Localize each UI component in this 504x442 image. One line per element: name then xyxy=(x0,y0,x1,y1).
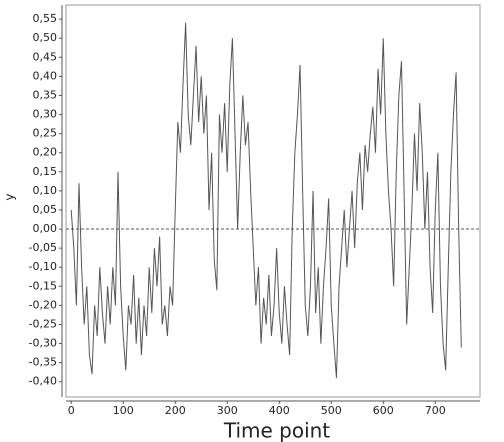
y-tick-label: 0,30 xyxy=(33,108,58,121)
x-tick-label: 400 xyxy=(269,404,290,417)
x-tick-label: 100 xyxy=(113,404,134,417)
x-axis-label: Time point xyxy=(223,419,330,442)
x-tick-label: 700 xyxy=(425,404,446,417)
data-line xyxy=(70,22,462,378)
y-tick-label: 0,45 xyxy=(33,50,58,63)
y-tick-label: 0,10 xyxy=(33,184,58,197)
y-tick-label: -0,25 xyxy=(29,317,57,330)
y-tick-label: -0,35 xyxy=(29,356,57,369)
y-tick-label: 0,55 xyxy=(33,12,58,25)
x-tick-label: 0 xyxy=(68,404,75,417)
y-tick-label: 0,25 xyxy=(33,127,58,140)
y-tick-label: -0,05 xyxy=(29,241,57,254)
y-tick-label: 0,50 xyxy=(33,31,58,44)
x-tick-label: 600 xyxy=(373,404,394,417)
y-tick-label: 0,15 xyxy=(33,165,58,178)
y-tick-label: -0,10 xyxy=(29,260,57,273)
y-tick-label: -0,40 xyxy=(29,375,57,388)
y-tick-label: -0,20 xyxy=(29,298,57,311)
y-tick-label: 0,35 xyxy=(33,88,58,101)
y-axis-label: y xyxy=(3,193,17,200)
y-tick-label: -0,15 xyxy=(29,279,57,292)
y-tick-label: 0,00 xyxy=(33,222,58,235)
x-tick-label: 300 xyxy=(217,404,238,417)
plot-area xyxy=(65,4,481,398)
x-tick-label: 500 xyxy=(321,404,342,417)
y-tick-label: 0,20 xyxy=(33,146,58,159)
y-tick-label: -0,30 xyxy=(29,337,57,350)
y-tick-label: 0,05 xyxy=(33,203,58,216)
x-tick-label: 200 xyxy=(165,404,186,417)
y-tick-label: 0,40 xyxy=(33,69,58,82)
